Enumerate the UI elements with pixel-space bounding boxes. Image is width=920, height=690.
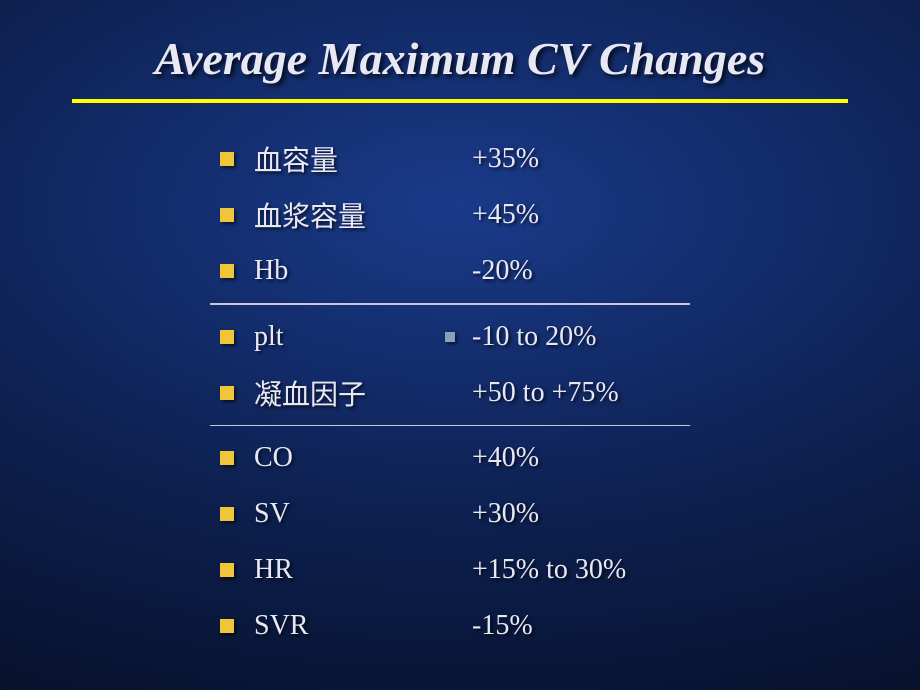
item-label: CO bbox=[254, 442, 472, 474]
item-label: 血浆容量 bbox=[254, 195, 472, 235]
item-value: +15% to 30% bbox=[472, 554, 626, 586]
square-bullet-icon bbox=[220, 563, 234, 577]
item-value: +35% bbox=[472, 143, 539, 175]
content-list: 血容量+35%血浆容量+45%Hb-20%plt-10 to 20%凝血因子+5… bbox=[220, 131, 920, 654]
square-bullet-icon bbox=[220, 208, 234, 222]
item-label: plt bbox=[254, 321, 472, 353]
item-value: -10 to 20% bbox=[472, 321, 596, 353]
item-label: Hb bbox=[254, 255, 472, 287]
square-bullet-icon bbox=[220, 330, 234, 344]
slide-title: Average Maximum CV Changes bbox=[0, 0, 920, 85]
section-divider bbox=[210, 425, 690, 427]
item-label: 凝血因子 bbox=[254, 373, 472, 413]
item-value: +50 to +75% bbox=[472, 377, 619, 409]
list-item: plt-10 to 20% bbox=[220, 309, 920, 365]
square-bullet-icon bbox=[220, 264, 234, 278]
item-value: -15% bbox=[472, 610, 533, 642]
item-label: SV bbox=[254, 498, 472, 530]
list-item: 凝血因子+50 to +75% bbox=[220, 365, 920, 421]
square-bullet-icon bbox=[220, 507, 234, 521]
list-item: SV+30% bbox=[220, 486, 920, 542]
item-value: +40% bbox=[472, 442, 539, 474]
list-item: HR+15% to 30% bbox=[220, 542, 920, 598]
square-bullet-icon bbox=[220, 152, 234, 166]
square-bullet-icon bbox=[220, 386, 234, 400]
item-value: +30% bbox=[472, 498, 539, 530]
item-label: 血容量 bbox=[254, 139, 472, 179]
item-label: SVR bbox=[254, 610, 472, 642]
item-label: HR bbox=[254, 554, 472, 586]
section-divider bbox=[210, 303, 690, 305]
item-value: +45% bbox=[472, 199, 539, 231]
square-sub-bullet-icon bbox=[445, 332, 455, 342]
list-item: SVR-15% bbox=[220, 598, 920, 654]
list-item: 血容量+35% bbox=[220, 131, 920, 187]
list-item: 血浆容量+45% bbox=[220, 187, 920, 243]
square-bullet-icon bbox=[220, 451, 234, 465]
item-value: -20% bbox=[472, 255, 533, 287]
list-item: Hb-20% bbox=[220, 243, 920, 299]
title-underline bbox=[72, 99, 848, 103]
square-bullet-icon bbox=[220, 619, 234, 633]
list-item: CO+40% bbox=[220, 430, 920, 486]
